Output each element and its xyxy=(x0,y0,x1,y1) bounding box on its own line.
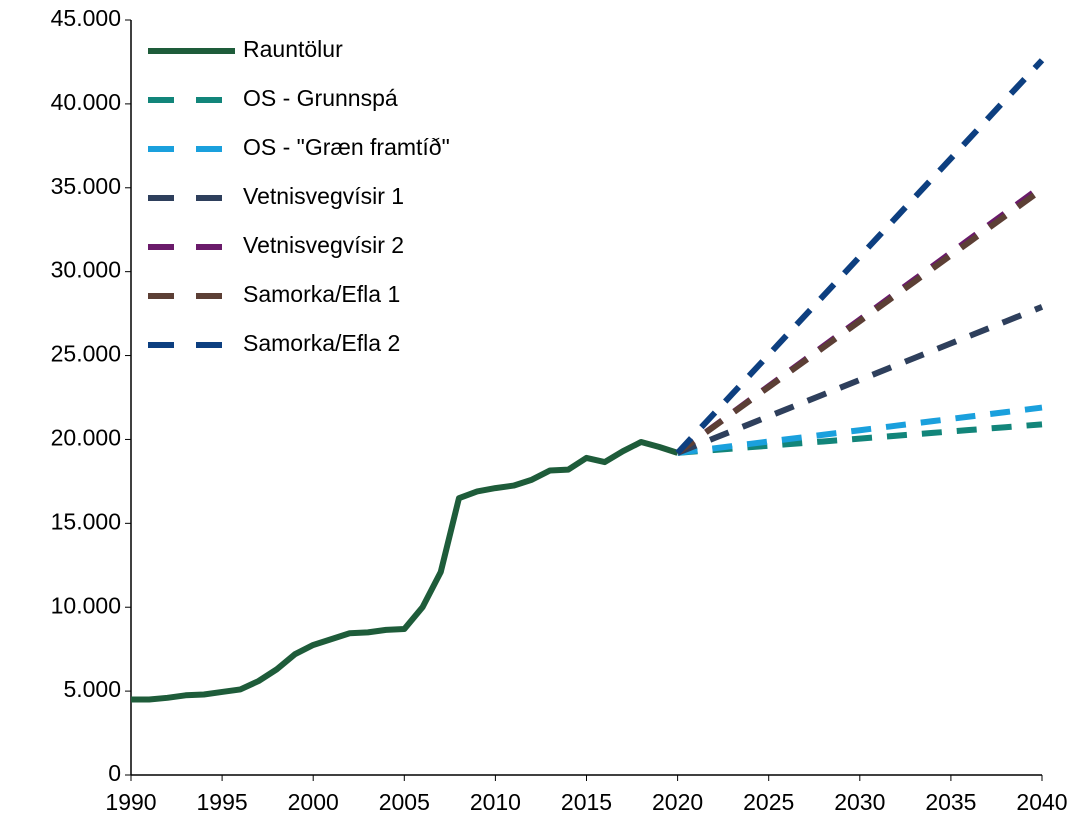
legend-label: Samorka/Efla 1 xyxy=(243,281,400,307)
y-tick-label: 15.000 xyxy=(51,508,121,534)
x-tick-label: 2015 xyxy=(561,789,612,815)
x-tick-label: 1990 xyxy=(105,789,156,815)
legend-label: Vetnisvegvísir 2 xyxy=(243,232,404,258)
x-tick-label: 2005 xyxy=(379,789,430,815)
x-tick-label: 2030 xyxy=(834,789,885,815)
y-tick-label: 35.000 xyxy=(51,173,121,199)
x-tick-label: 2040 xyxy=(1016,789,1067,815)
y-tick-label: 5.000 xyxy=(63,676,121,702)
y-tick-label: 40.000 xyxy=(51,89,121,115)
legend-label: OS - "Græn framtíð" xyxy=(243,134,450,160)
y-tick-label: 20.000 xyxy=(51,425,121,451)
y-tick-label: 25.000 xyxy=(51,341,121,367)
y-tick-label: 10.000 xyxy=(51,592,121,618)
x-tick-label: 2000 xyxy=(288,789,339,815)
legend-label: Rauntölur xyxy=(243,36,343,62)
x-tick-label: 2020 xyxy=(652,789,703,815)
series-line xyxy=(676,304,1044,456)
x-tick-label: 2025 xyxy=(743,789,794,815)
x-tick-label: 1995 xyxy=(197,789,248,815)
x-tick-label: 2035 xyxy=(925,789,976,815)
x-tick-label: 2010 xyxy=(470,789,521,815)
legend-label: Vetnisvegvísir 1 xyxy=(243,183,404,209)
legend-label: OS - Grunnspá xyxy=(243,85,398,111)
series-line xyxy=(677,421,1043,456)
y-tick-label: 45.000 xyxy=(51,5,121,31)
y-tick-label: 30.000 xyxy=(51,257,121,283)
series-line xyxy=(675,58,1045,455)
series-line xyxy=(675,187,1044,456)
legend-label: Samorka/Efla 2 xyxy=(243,330,400,356)
y-tick-label: 0 xyxy=(108,760,121,786)
series-line xyxy=(131,438,679,703)
series-line xyxy=(677,404,1043,456)
